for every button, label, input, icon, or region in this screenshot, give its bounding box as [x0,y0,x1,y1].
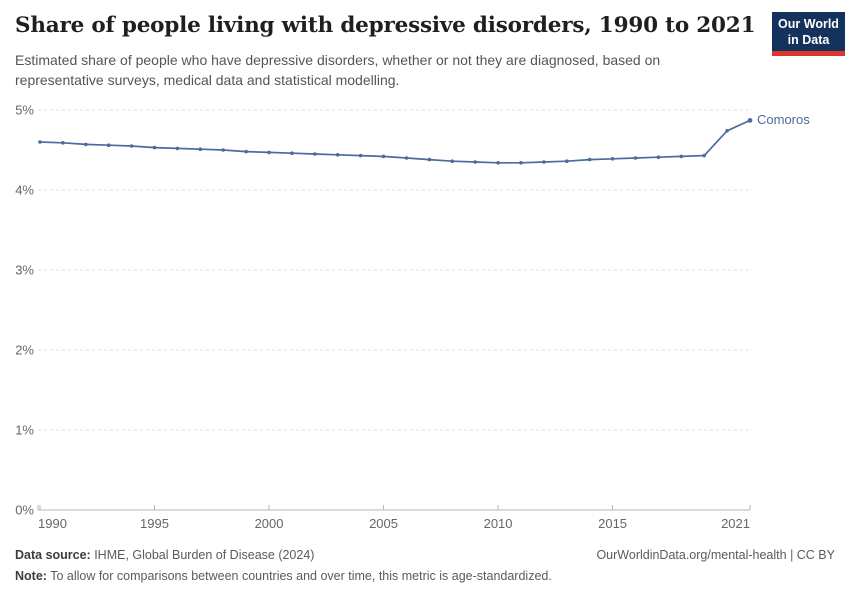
data-point[interactable] [84,142,88,147]
data-point[interactable] [38,140,42,144]
data-point[interactable] [679,154,684,159]
data-point[interactable] [725,129,729,133]
page-title: Share of people living with depressive d… [15,13,756,38]
owid-logo: Our World in Data [772,12,845,56]
data-point[interactable] [519,161,523,165]
data-point[interactable] [335,153,340,157]
data-point[interactable] [565,159,569,163]
data-point[interactable] [221,148,225,152]
data-point[interactable] [106,143,111,147]
data-point[interactable] [747,118,753,123]
footer-row-note: Note: To allow for comparisons between c… [15,566,835,587]
owid-logo-line2: in Data [787,33,830,47]
data-point[interactable] [473,160,478,164]
data-point[interactable] [381,154,386,159]
y-tick-label: 2% [15,343,34,358]
data-point[interactable] [61,141,65,145]
data-source-text: Data source: IHME, Global Burden of Dise… [15,545,314,566]
data-point[interactable] [290,151,294,155]
note-text: To allow for comparisons between countri… [46,569,552,583]
x-tick-label: 1990 [38,516,67,531]
data-point[interactable] [198,147,203,151]
x-tick-label: 2021 [721,516,750,531]
data-point[interactable] [244,149,248,154]
y-tick-label: 0% [15,503,34,518]
y-tick-label: 5% [15,103,34,118]
data-source-value: IHME, Global Burden of Disease (2024) [90,548,315,562]
data-point[interactable] [450,159,455,163]
chart-canvas[interactable]: 0% 1% 2% 3% 4% 5% 1990 1995 2000 2005 2010 2015 2021 [0,0,850,545]
series-label-comoros[interactable]: Comoros [757,112,810,128]
data-point[interactable] [542,160,546,164]
data-point[interactable] [267,150,271,155]
x-tick-label: 2005 [369,516,398,531]
x-tick-label: 2000 [255,516,284,531]
y-tick-label: 1% [15,423,34,438]
x-tick-label: 2010 [484,516,513,531]
data-point[interactable] [427,157,432,162]
data-point[interactable] [175,146,180,151]
y-tick-label: 4% [15,183,34,198]
y-tick-label: 3% [15,263,34,278]
data-point[interactable] [633,156,638,160]
data-point[interactable] [404,156,409,160]
data-point[interactable] [702,153,706,158]
note-label: Note: [15,569,47,583]
chart-subtitle: Estimated share of people who have depre… [15,52,661,88]
data-source-label: Data source: [15,548,91,562]
x-tick-label: 1995 [140,516,169,531]
x-tick-label: 2015 [598,516,627,531]
data-point[interactable] [656,155,661,159]
data-point[interactable] [496,161,500,165]
data-point[interactable] [152,145,157,150]
series-line[interactable] [39,119,751,164]
data-point[interactable] [587,157,592,162]
footer-row-source: Data source: IHME, Global Burden of Dise… [15,545,835,566]
data-point[interactable] [313,152,317,156]
data-point[interactable] [610,157,615,161]
owid-logo-line1: Our World [778,17,839,31]
data-point[interactable] [358,153,363,158]
chart-footer: Data source: IHME, Global Burden of Dise… [15,545,835,587]
data-point[interactable] [129,144,134,148]
credit-link[interactable]: OurWorldinData.org/mental-health | CC BY [596,548,835,562]
